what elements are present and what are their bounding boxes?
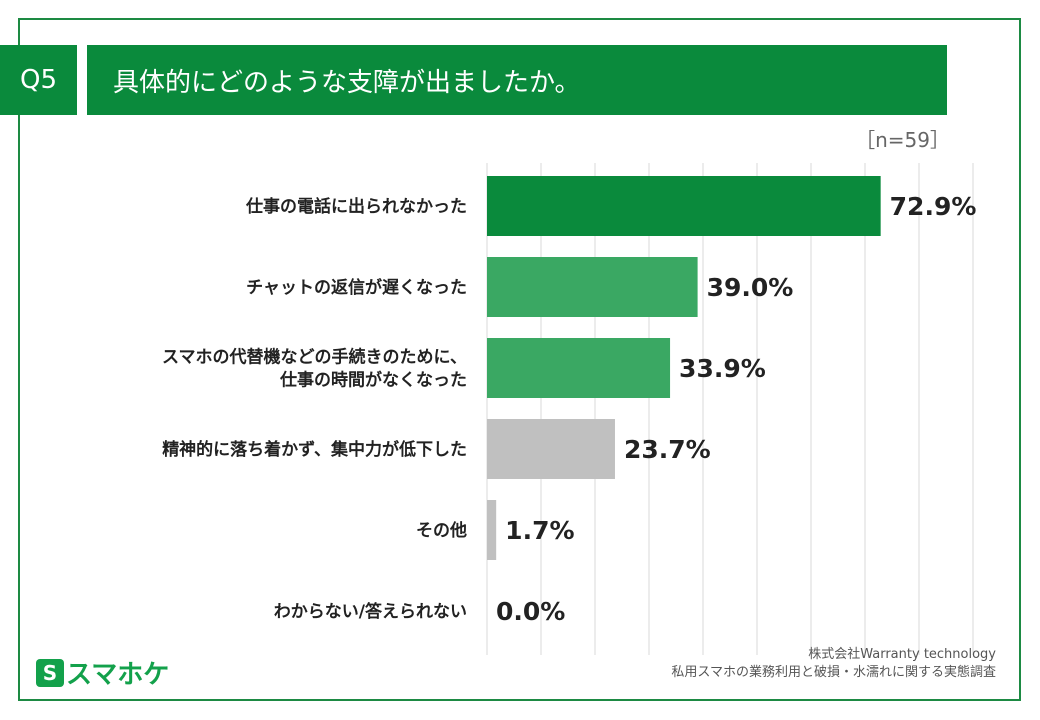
logo-mark-icon: S [36,658,64,687]
source-company: 株式会社Warranty technology [808,647,996,662]
category-label-2-1: 仕事の時間がなくなった [279,370,467,391]
category-label-1-0: チャットの返信が遅くなった [246,277,467,298]
data-label-4: 1.7% [505,516,574,545]
data-label-5: 0.0% [496,597,565,626]
bar-0 [487,176,881,236]
bar-3 [487,419,615,479]
bar-2 [487,338,671,398]
category-label-3-0: 精神的に落ち着かず、集中力が低下した [162,439,467,460]
logo-text: スマホケ [66,660,170,690]
sample-size: ［n=59］ [855,128,950,152]
chart-frame [18,18,1021,701]
data-label-0: 72.9% [890,192,977,221]
bar-4 [487,500,497,560]
logo: S スマホケ [36,654,169,691]
category-label-4-0: その他 [416,520,467,541]
source-note: 株式会社Warranty technology 私用スマホの業務利用と破損・水濡… [671,646,996,682]
bar-1 [487,257,698,317]
chart-title: 具体的にどのような支障が出ましたか。 [87,45,947,115]
data-label-3: 23.7% [624,435,711,464]
category-label-5-0: わからない/答えられない [274,601,467,622]
data-label-1: 39.0% [707,273,794,302]
question-number: Q5 [0,45,77,115]
category-label-2-0: スマホの代替機などの手続きのために、 [162,347,467,368]
source-survey: 私用スマホの業務利用と破損・水濡れに関する実態調査 [671,665,996,680]
data-label-2: 33.9% [679,354,766,383]
category-label-0-0: 仕事の電話に出られなかった [245,196,467,217]
